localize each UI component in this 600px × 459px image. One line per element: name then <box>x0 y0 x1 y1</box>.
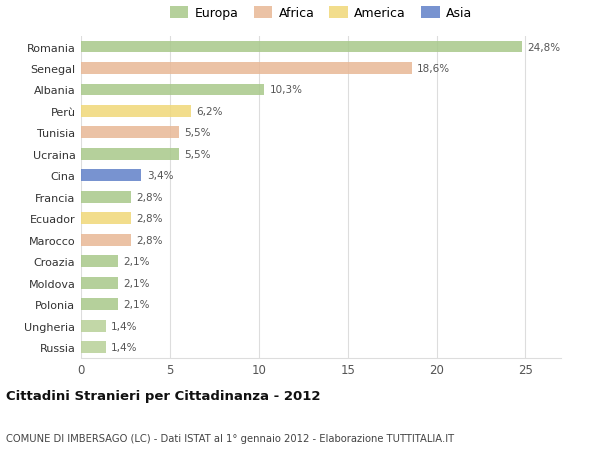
Legend: Europa, Africa, America, Asia: Europa, Africa, America, Asia <box>166 4 476 24</box>
Text: 2,8%: 2,8% <box>136 192 163 202</box>
Bar <box>81 213 131 224</box>
Bar <box>81 341 106 353</box>
Text: 2,8%: 2,8% <box>136 214 163 224</box>
Bar <box>81 298 118 310</box>
Text: 24,8%: 24,8% <box>527 42 560 52</box>
Bar <box>81 320 106 332</box>
Text: COMUNE DI IMBERSAGO (LC) - Dati ISTAT al 1° gennaio 2012 - Elaborazione TUTTITAL: COMUNE DI IMBERSAGO (LC) - Dati ISTAT al… <box>6 433 454 442</box>
Text: 2,1%: 2,1% <box>124 299 150 309</box>
Bar <box>81 234 131 246</box>
Text: 2,1%: 2,1% <box>124 278 150 288</box>
Text: 1,4%: 1,4% <box>111 321 138 331</box>
Text: 18,6%: 18,6% <box>417 64 450 74</box>
Text: 10,3%: 10,3% <box>269 85 302 95</box>
Bar <box>81 256 118 268</box>
Text: Cittadini Stranieri per Cittadinanza - 2012: Cittadini Stranieri per Cittadinanza - 2… <box>6 389 320 403</box>
Bar <box>81 63 412 75</box>
Bar <box>81 149 179 160</box>
Text: 1,4%: 1,4% <box>111 342 138 353</box>
Text: 5,5%: 5,5% <box>184 128 211 138</box>
Bar <box>81 41 522 53</box>
Bar <box>81 127 179 139</box>
Text: 2,1%: 2,1% <box>124 257 150 267</box>
Bar <box>81 106 191 118</box>
Text: 2,8%: 2,8% <box>136 235 163 245</box>
Bar <box>81 84 264 96</box>
Bar <box>81 191 131 203</box>
Bar <box>81 277 118 289</box>
Text: 6,2%: 6,2% <box>197 106 223 117</box>
Bar <box>81 170 142 182</box>
Text: 3,4%: 3,4% <box>147 171 173 181</box>
Text: 5,5%: 5,5% <box>184 150 211 160</box>
